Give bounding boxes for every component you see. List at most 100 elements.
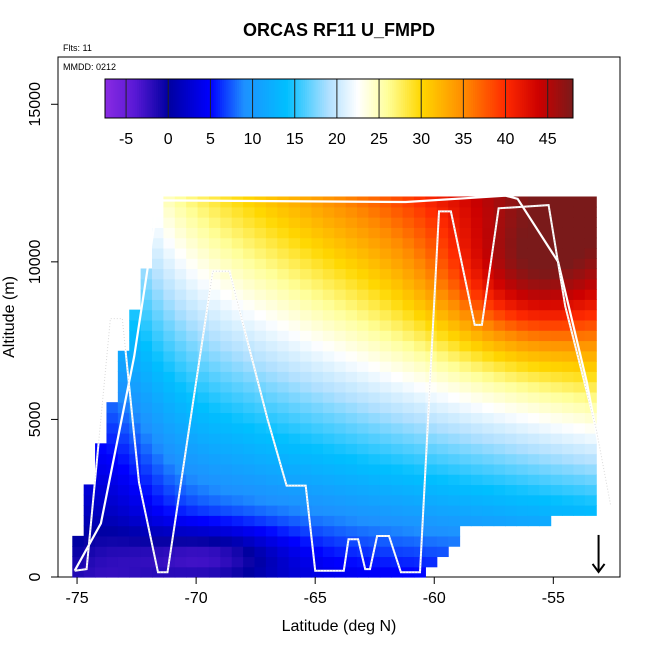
heat-cell <box>265 350 278 362</box>
heat-cell <box>220 309 233 321</box>
heat-cell <box>425 217 438 228</box>
heat-cell <box>95 556 108 568</box>
heat-cell <box>436 278 449 290</box>
heat-cell <box>254 505 267 516</box>
colorbar-segment <box>428 79 431 118</box>
heat-cell <box>129 453 142 465</box>
colorbar-segment <box>107 79 110 118</box>
heat-cell <box>459 330 472 342</box>
colorbar-segment <box>492 79 495 118</box>
heat-cell <box>516 361 529 372</box>
heat-cell <box>117 566 130 578</box>
heat-cell <box>174 247 187 259</box>
heat-cell <box>527 299 540 311</box>
heat-cell <box>505 443 518 455</box>
heat-cell <box>277 505 290 516</box>
colorbar-segment <box>232 79 236 118</box>
heat-cell <box>106 402 119 414</box>
heat-cell <box>186 422 199 434</box>
heat-cell <box>197 402 210 414</box>
heat-cell <box>448 330 461 342</box>
heat-cell <box>391 484 404 496</box>
heat-cell <box>197 381 210 393</box>
heat-cell <box>357 206 370 218</box>
heat-cell <box>345 505 358 516</box>
heat-cell <box>448 525 461 537</box>
colorbar-segment <box>266 79 270 118</box>
heat-cell <box>140 433 153 444</box>
colorbar-segment <box>332 79 336 118</box>
heat-cell <box>470 258 483 270</box>
heat-cell <box>357 443 370 455</box>
heat-cell <box>300 546 313 558</box>
heat-cell <box>334 278 347 290</box>
colorbar-segment <box>151 79 155 118</box>
heat-cell <box>436 412 449 424</box>
colorbar-segment <box>464 79 468 118</box>
colorbar-segment <box>570 79 574 118</box>
heat-cell <box>379 505 392 516</box>
heat-cell <box>357 217 370 228</box>
heat-cell <box>425 319 438 331</box>
heat-cell <box>357 278 370 290</box>
heat-cell <box>254 361 267 372</box>
heat-cell <box>208 556 221 568</box>
heat-cell <box>95 566 108 578</box>
colorbar-segment <box>500 79 504 118</box>
heat-cell <box>562 237 575 249</box>
heat-cell <box>413 289 426 300</box>
heat-cell <box>300 474 313 486</box>
heat-cell <box>152 278 164 290</box>
colorbar-segment <box>226 79 229 118</box>
heat-cell <box>117 433 130 444</box>
colorbar-segment <box>262 79 266 118</box>
heat-cell <box>163 289 176 300</box>
heat-cell <box>174 546 187 558</box>
heat-cell <box>562 361 575 372</box>
heat-cell <box>550 330 563 342</box>
heat-cell <box>573 227 586 239</box>
colorbar-segment <box>430 79 434 118</box>
heat-cell <box>231 227 244 239</box>
heat-cell <box>470 381 483 393</box>
heat-cell <box>357 422 370 434</box>
heat-cell <box>345 350 358 362</box>
heat-cell <box>345 268 358 280</box>
colorbar-segment <box>283 79 287 118</box>
heat-cell <box>573 381 586 393</box>
heat-cell <box>584 206 597 218</box>
heat-cell <box>254 258 267 270</box>
colorbar-segment <box>504 79 508 118</box>
heat-cell <box>197 237 210 249</box>
heat-cell <box>379 206 392 218</box>
heat-cell <box>470 350 483 362</box>
heat-cell <box>345 217 358 228</box>
heat-cell <box>584 258 597 270</box>
heat-cell <box>231 289 244 300</box>
colorbar-segment <box>228 79 232 118</box>
heat-cell <box>231 525 244 537</box>
heat-cell <box>391 268 404 280</box>
heat-cell <box>231 412 244 424</box>
colorbar-segment <box>551 79 555 118</box>
heat-cell <box>163 278 176 290</box>
heat-cell <box>391 422 404 434</box>
heat-cell <box>448 453 461 465</box>
colorbar-segment <box>128 79 132 118</box>
heat-cell <box>243 381 256 393</box>
heat-cell <box>152 340 164 352</box>
heat-cell <box>186 196 199 208</box>
heat-cell <box>334 299 347 311</box>
heat-cell <box>345 309 358 321</box>
heat-cell <box>197 206 210 218</box>
heat-cell <box>573 196 586 208</box>
heat-cell <box>243 412 256 424</box>
heat-cell <box>539 361 552 372</box>
heat-cell <box>345 278 358 290</box>
heat-cell <box>334 433 347 444</box>
heat-cell <box>539 206 552 218</box>
heat-cell <box>368 361 381 372</box>
heat-cell <box>368 535 381 547</box>
heat-cell <box>334 350 347 362</box>
heat-cell <box>448 433 461 444</box>
